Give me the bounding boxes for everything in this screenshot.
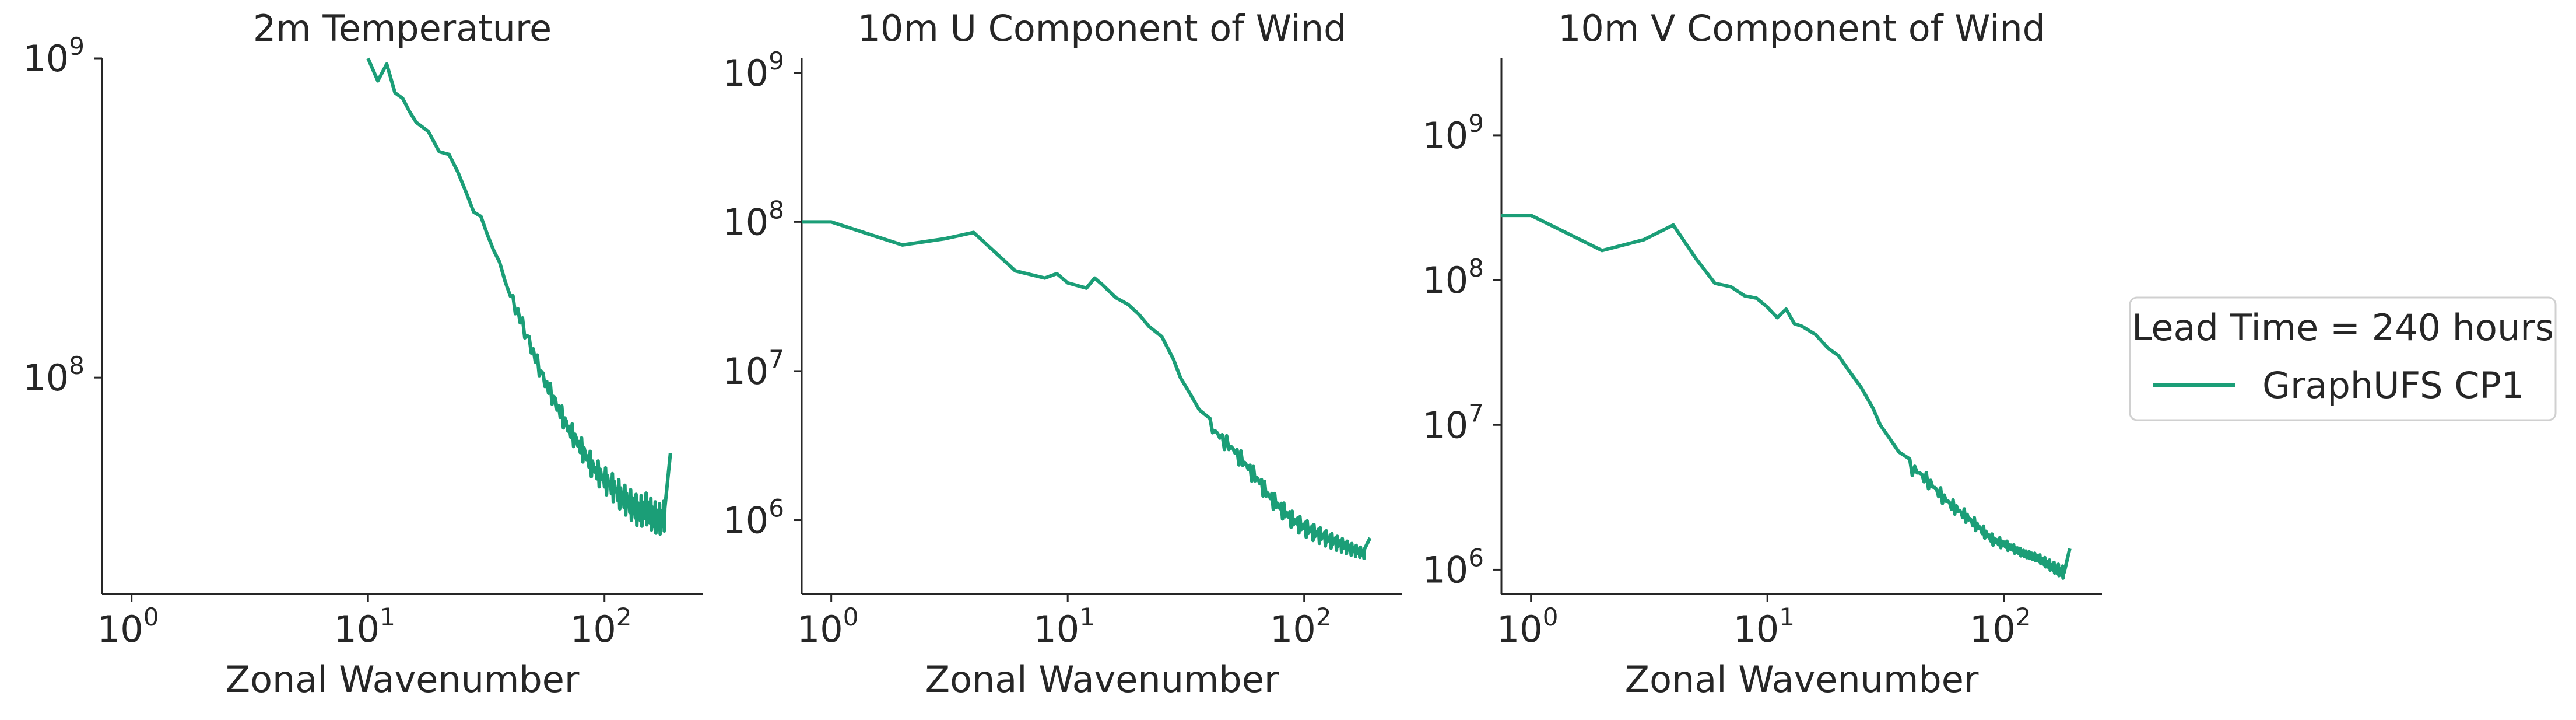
legend-frame: [2129, 296, 2557, 421]
panel-title: 10m U Component of Wind: [857, 7, 1346, 50]
legend-title: Lead Time = 240 hours: [2132, 306, 2554, 349]
panel-3: 10m V Component of Wind 100 101 102 106 107 10…: [1422, 7, 2102, 701]
series-line: [802, 220, 1372, 560]
x-tick-label: 100: [797, 603, 859, 651]
x-axis-label: Zonal Wavenumber: [1625, 658, 1979, 701]
y-tick-label: 108: [1422, 254, 1484, 302]
legend: Lead Time = 240 hours GraphUFS CP1: [2129, 296, 2557, 421]
y-tick-label: 107: [1422, 399, 1484, 446]
x-tick-label: 101: [1733, 603, 1795, 651]
y-tick-label: 109: [23, 32, 85, 80]
panel-title: 10m V Component of Wind: [1558, 7, 2045, 50]
y-tick-label: 108: [23, 351, 85, 399]
x-tick-label: 102: [570, 603, 632, 651]
y-tick-label: 109: [722, 47, 784, 95]
y-tick-label: 109: [1422, 109, 1484, 157]
x-tick-label: 102: [1270, 603, 1332, 651]
x-tick-label: 101: [1033, 603, 1095, 651]
x-axis-label: Zonal Wavenumber: [925, 658, 1279, 701]
panel-title: 2m Temperature: [253, 7, 552, 50]
x-tick-label: 101: [334, 603, 395, 651]
series-line: [366, 57, 672, 536]
legend-entry-label: GraphUFS CP1: [2262, 364, 2524, 407]
panel-1: 2m Temperature 100 101 102 108 109 Zonal Waven…: [23, 7, 703, 701]
y-tick-label: 106: [722, 494, 784, 542]
x-tick-label: 100: [97, 603, 159, 651]
x-tick-label: 100: [1497, 603, 1559, 651]
series-line: [1501, 214, 2072, 580]
y-tick-label: 106: [1422, 543, 1484, 591]
y-tick-label: 108: [722, 195, 784, 243]
x-tick-label: 102: [1970, 603, 2031, 651]
panel-2: 10m U Component of Wind 100 101 102 106 107 10…: [722, 7, 1402, 701]
x-axis-label: Zonal Wavenumber: [226, 658, 580, 701]
y-tick-label: 107: [722, 345, 784, 393]
